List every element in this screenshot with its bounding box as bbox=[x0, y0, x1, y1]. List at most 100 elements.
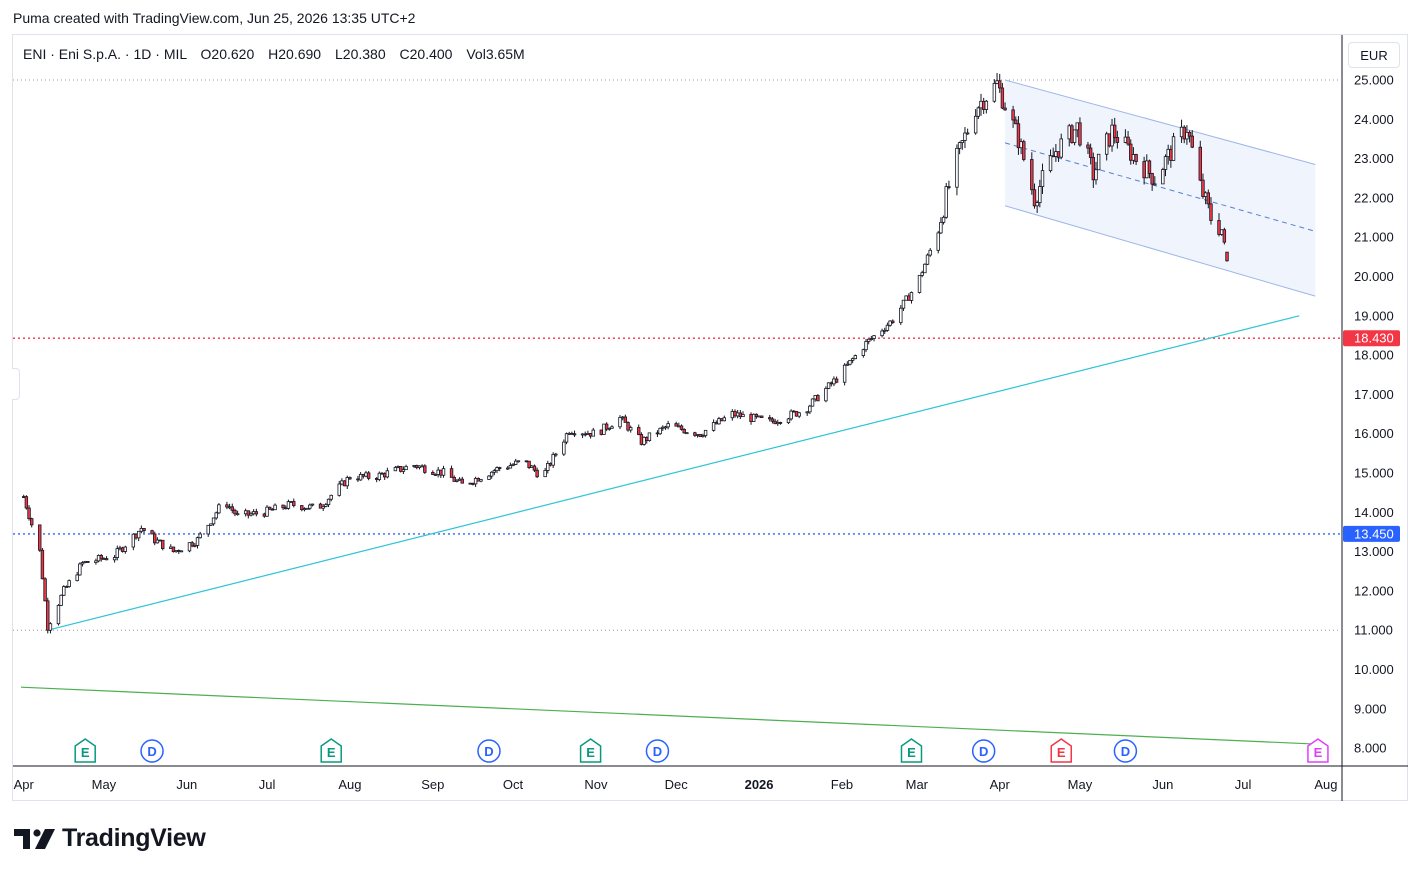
candle-body-up bbox=[251, 511, 256, 515]
earnings-event-marker[interactable]: E bbox=[320, 738, 342, 763]
candle-body-down bbox=[318, 503, 323, 509]
candle-body-up bbox=[923, 263, 927, 274]
time-axis-label: May bbox=[92, 777, 117, 792]
dividend-event-marker[interactable]: D bbox=[140, 739, 164, 763]
candle-body-down bbox=[738, 412, 743, 418]
candle-body-down bbox=[532, 465, 537, 471]
candle-body-down bbox=[599, 429, 603, 435]
candle-body-up bbox=[695, 434, 700, 436]
earnings-icon bbox=[74, 738, 96, 763]
candle-body-up bbox=[1166, 148, 1170, 158]
candle-body-up bbox=[888, 320, 892, 326]
candle-body-up bbox=[59, 594, 63, 606]
currency-button[interactable]: EUR bbox=[1348, 42, 1400, 68]
dividend-event-marker[interactable]: D bbox=[1113, 739, 1138, 763]
dividend-icon bbox=[1113, 739, 1138, 763]
candle-body-up bbox=[131, 533, 136, 548]
candle-body-down bbox=[834, 378, 839, 383]
time-axis-label: Feb bbox=[831, 777, 853, 792]
candle-body-up bbox=[976, 107, 981, 117]
event-marker-letter: E bbox=[81, 745, 90, 760]
earnings-event-marker[interactable]: E bbox=[1050, 738, 1072, 763]
candle-body-up bbox=[56, 605, 61, 625]
earnings-event-marker[interactable]: E bbox=[1307, 738, 1329, 763]
candle-body-down bbox=[153, 533, 157, 544]
event-marker-letter: D bbox=[979, 744, 988, 759]
time-axis-label: Mar bbox=[906, 777, 929, 792]
candle-body-up bbox=[869, 338, 874, 340]
candle-body-up bbox=[866, 338, 871, 342]
dividend-event-marker[interactable]: D bbox=[477, 739, 501, 763]
candle-body-down bbox=[698, 434, 702, 437]
candle-body-up bbox=[265, 506, 269, 517]
candle-body-down bbox=[1147, 160, 1152, 174]
candle-body-down bbox=[998, 80, 1002, 89]
candle-body-up bbox=[939, 221, 943, 234]
candle-body-up bbox=[936, 232, 940, 251]
candle-body-down bbox=[380, 472, 384, 475]
candle-body-up bbox=[663, 426, 668, 429]
candle-body-down bbox=[134, 533, 138, 539]
time-axis-label: May bbox=[1068, 777, 1093, 792]
candle-body-up bbox=[677, 425, 681, 428]
candle-body-up bbox=[94, 560, 98, 563]
candle-body-down bbox=[768, 417, 772, 420]
candle-body-down bbox=[535, 469, 539, 478]
candle-body-down bbox=[778, 422, 783, 424]
candle-body-up bbox=[1035, 202, 1039, 207]
time-axis-label: 2026 bbox=[745, 777, 774, 792]
drawing-toolbar-handle[interactable] bbox=[12, 368, 20, 400]
candle-body-up bbox=[511, 463, 515, 466]
candle-body-up bbox=[514, 460, 518, 465]
candle-body-up bbox=[1171, 136, 1176, 161]
candle-body-up bbox=[824, 388, 828, 402]
dividend-event-marker[interactable]: D bbox=[645, 739, 670, 763]
candle-body-up bbox=[123, 546, 128, 552]
candle-body-down bbox=[588, 433, 593, 437]
candle-body-down bbox=[21, 496, 26, 498]
candle-body-down bbox=[281, 504, 285, 509]
tradingview-logo-icon bbox=[14, 828, 55, 849]
candle-body-down bbox=[1014, 119, 1018, 125]
candle-body-up bbox=[741, 414, 745, 418]
candle-body-down bbox=[1113, 124, 1117, 138]
legend-close-label: C bbox=[399, 46, 410, 62]
candle-body-down bbox=[399, 466, 403, 472]
candle-body-up bbox=[1163, 156, 1168, 170]
channel-upper-line bbox=[1004, 79, 1316, 165]
candle-body-up bbox=[872, 335, 876, 339]
candle-body-down bbox=[150, 530, 154, 535]
candle-body-up bbox=[1153, 183, 1157, 186]
earnings-event-marker[interactable]: E bbox=[579, 738, 602, 763]
earnings-event-marker[interactable]: E bbox=[900, 738, 923, 763]
earnings-event-marker[interactable]: E bbox=[74, 738, 96, 763]
candle-body-down bbox=[1198, 146, 1202, 181]
candle-body-up bbox=[139, 528, 144, 532]
candle-body-up bbox=[808, 405, 812, 413]
candle-body-down bbox=[284, 507, 288, 510]
legend-close-value: 20.400 bbox=[409, 46, 453, 62]
candle-body-up bbox=[848, 359, 852, 365]
candle-body-up bbox=[920, 272, 924, 276]
candle-body-up bbox=[701, 435, 705, 438]
candle-body-up bbox=[302, 508, 307, 511]
candle-body-up bbox=[543, 470, 547, 478]
candle-body-up bbox=[326, 498, 331, 506]
time-axis-label: Jul bbox=[1235, 777, 1252, 792]
legend-symbol[interactable]: ENI · Eni S.p.A. · 1D · MIL bbox=[23, 46, 187, 62]
candle-body-up bbox=[217, 504, 221, 514]
candle-body-up bbox=[340, 480, 344, 485]
candle-body-up bbox=[826, 382, 831, 389]
time-axis-label: Apr bbox=[14, 777, 35, 792]
candle-body-down bbox=[733, 411, 737, 417]
dividend-event-marker[interactable]: D bbox=[971, 739, 996, 763]
event-marker-letter: E bbox=[907, 745, 916, 760]
candle-body-up bbox=[880, 330, 884, 337]
event-marker-letter: D bbox=[653, 744, 662, 759]
candle-body-up bbox=[776, 422, 780, 425]
candle-body-up bbox=[1019, 141, 1023, 149]
candle-body-down bbox=[829, 382, 833, 385]
candle-body-down bbox=[1190, 135, 1194, 148]
price-axis-tick-label: 23.000 bbox=[1354, 151, 1394, 166]
